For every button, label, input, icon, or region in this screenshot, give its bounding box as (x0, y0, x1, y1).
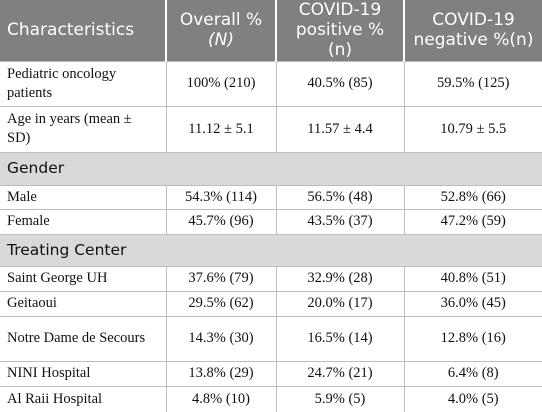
header-cell: Characteristics (0, 0, 166, 61)
row-label: Male (0, 184, 167, 210)
header-line: (N) (208, 30, 234, 51)
table-row: Geitaoui 29.5% (62) 20.0% (17) 36.0% (45) (0, 290, 542, 317)
header-line: COVID-19 (432, 10, 515, 31)
row-label: NINI Hospital (0, 360, 167, 387)
header-line: Characteristics (7, 20, 135, 41)
row-label: Pediatric oncology patients (0, 60, 167, 107)
cell: 12.8% (16) (403, 315, 542, 362)
cell: 29.5% (62) (165, 290, 277, 317)
cell: 40.5% (85) (275, 60, 405, 107)
table-row: NINI Hospital 13.8% (29) 24.7% (21) 6.4% (8… (0, 360, 542, 387)
cell: 20.0% (17) (275, 290, 405, 317)
cell: 10.79 ± 5.5 (403, 105, 542, 153)
cell: 13.8% (29) (165, 360, 277, 387)
table-body: Pediatric oncology patients 100% (210) 40.… (0, 60, 542, 412)
cell: 56.5% (48) (275, 184, 405, 210)
cell: 16.5% (14) (275, 315, 405, 362)
cell: 11.57 ± 4.4 (275, 105, 405, 153)
table-row: Pediatric oncology patients 100% (210) 40.… (0, 60, 542, 107)
cell: 6.4% (8) (403, 360, 542, 387)
cell: 4.0% (5) (403, 385, 542, 412)
cell: 47.2% (59) (403, 208, 542, 235)
header-row: Characteristics Overall % (N) COVID-19 posit… (0, 0, 542, 61)
section-cell: Gender (0, 151, 542, 186)
cell: 4.8% (10) (165, 385, 277, 412)
row-label: Age in years (mean ± SD) (0, 105, 167, 153)
row-label: Saint George UH (0, 265, 167, 292)
header-cell: COVID-19 negative %(n) (403, 0, 542, 61)
cell: 14.3% (30) (165, 315, 277, 362)
table-row: Saint George UH 37.6% (79) 32.9% (28) 40.8%… (0, 265, 542, 292)
section-cell: Treating Center (0, 233, 542, 267)
cell: 37.6% (79) (165, 265, 277, 292)
table-row: Male 54.3% (114) 56.5% (48) 52.8% (66) (0, 184, 542, 210)
cell: 11.12 ± 5.1 (165, 105, 277, 153)
row-label: Al Raii Hospital (0, 385, 167, 412)
cell: 100% (210) (165, 60, 277, 107)
cell: 54.3% (114) (165, 184, 277, 210)
table-row: Gender (0, 151, 542, 186)
header-cell: Overall % (N) (165, 0, 276, 61)
cell: 45.7% (96) (165, 208, 277, 235)
row-label: Geitaoui (0, 290, 167, 317)
header-line: COVID-19 (298, 0, 382, 21)
table-row: Al Raii Hospital 4.8% (10) 5.9% (5) 4.0% (5… (0, 385, 542, 412)
table-row: Notre Dame de Secours 14.3% (30) 16.5% (14… (0, 315, 542, 362)
row-label: Notre Dame de Secours (0, 315, 167, 362)
table-row: Treating Center (0, 233, 542, 267)
cell: 24.7% (21) (275, 360, 405, 387)
cell: 40.8% (51) (403, 265, 542, 292)
header-line: Overall % (179, 10, 263, 31)
header-line: positive % (n) (295, 20, 385, 61)
cell: 36.0% (45) (403, 290, 542, 317)
header-line: negative %(n) (413, 30, 534, 51)
cell: 5.9% (5) (275, 385, 405, 412)
cell: 32.9% (28) (275, 265, 405, 292)
table-row: Female 45.7% (96) 43.5% (37) 47.2% (59) (0, 208, 542, 235)
cell: 43.5% (37) (275, 208, 405, 235)
cell: 52.8% (66) (403, 184, 542, 210)
cell: 59.5% (125) (403, 60, 542, 107)
table-row: Age in years (mean ± SD) 11.12 ± 5.1 11.57… (0, 105, 542, 153)
header-cell: COVID-19 positive % (n) (275, 0, 404, 61)
row-label: Female (0, 208, 167, 235)
